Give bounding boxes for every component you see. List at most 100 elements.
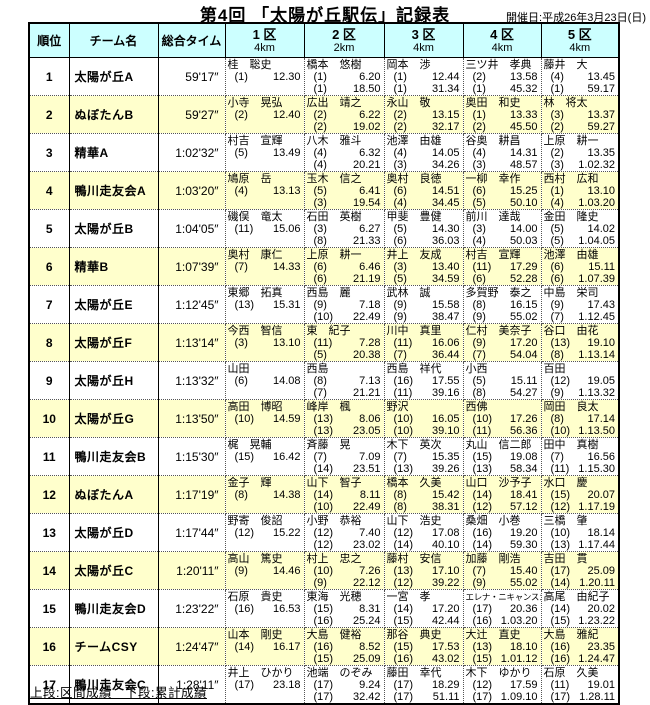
split-row: (9) 22.12 (305, 577, 383, 589)
table-row: 14 太陽が丘C 1:20'11″ 高山 篤史 (9) 14.46 村上 忠之 (10) 7.2… (28, 551, 620, 590)
split-rank: (6) (393, 185, 407, 197)
leg-cell-5: 金田 隆史 (5) 14.02 (5) 1.04.05 (540, 209, 620, 248)
split-rank: (14) (313, 489, 334, 501)
split-time: 17.20 (509, 337, 538, 349)
rank-cell: 9 (28, 361, 70, 400)
runner-name: 小西 (465, 363, 488, 375)
team-name-cell: 精華A (68, 133, 159, 172)
split-time: 16.15 (509, 299, 538, 311)
split-rank: (9) (550, 299, 564, 311)
split-rank: (3) (393, 261, 407, 273)
split-rank: (1) (472, 109, 486, 121)
split-row: (17) 23.18 (226, 679, 303, 691)
runner-name: 峰岸 楓 (306, 401, 351, 413)
split-row: (5) 6.41 (305, 185, 383, 197)
split-rank: (4) (550, 197, 564, 209)
leg-label: 2 区 (332, 26, 356, 42)
split-rank: (2) (393, 109, 407, 121)
split-row: (4) 1.03.20 (542, 197, 618, 209)
split-rank: (14) (234, 641, 255, 653)
split-row: (14) 18.41 (464, 489, 540, 501)
split-time: 50.03 (509, 235, 538, 247)
split-row: (1) 13.10 (542, 185, 618, 197)
split-rank: (3) (550, 159, 564, 171)
team-name-cell: チームCSY (68, 627, 159, 666)
runner-name: 奥村 良徳 (386, 173, 442, 185)
runner-name: 那谷 典史 (386, 629, 442, 641)
split-row: (5) 20.38 (305, 349, 383, 361)
runner-name: 広出 靖之 (306, 97, 362, 109)
split-row: (1) 31.34 (385, 83, 462, 95)
split-row: (7) 7.09 (305, 451, 383, 463)
leg-header-2: 2 区 2km (303, 22, 385, 58)
split-rank: (11) (472, 261, 492, 273)
split-time: 40.10 (431, 539, 460, 551)
split-row: (14) 59.30 (464, 539, 540, 551)
split-row: (3) 13.10 (226, 337, 303, 349)
split-rank: (3) (313, 223, 327, 235)
split-rank: (11) (393, 337, 413, 349)
runner-name: 岡本 渉 (386, 59, 431, 71)
team-name-cell: ぬぼたんB (68, 95, 159, 134)
leg-cell-1: 高田 博昭 (10) 14.59 (224, 399, 305, 438)
split-rank: (1) (550, 83, 564, 95)
leg-cell-3: 井上 友成 (3) 13.40 (5) 34.59 (383, 247, 464, 286)
split-row: (4) 14.05 (385, 147, 462, 159)
total-time-cell: 1:07'39″ (157, 247, 226, 286)
split-row: (14) 20.02 (542, 603, 618, 615)
rank-cell: 11 (28, 437, 70, 476)
leg-cell-2: 上原 耕一 (6) 6.46 (6) 21.19 (303, 247, 385, 286)
legend-note: 上段:区間成績 下段:累計成績 (30, 686, 207, 700)
split-rank: (7) (393, 349, 407, 361)
split-row: (10) 7.26 (305, 565, 383, 577)
split-time: 21.33 (352, 235, 381, 247)
split-time: 17.43 (587, 299, 615, 311)
table-row: 12 ぬぼたんA 1:17'19″ 金子 輝 (8) 14.38 山下 智子 (14) 8.11… (28, 475, 620, 514)
leg-cell-4: 一柳 幸作 (6) 15.25 (5) 50.10 (462, 171, 542, 210)
split-row: (7) 15.35 (385, 451, 462, 463)
split-rank: (16) (472, 527, 493, 539)
split-row: (9) 15.58 (385, 299, 462, 311)
leg-cell-1: 石原 貴史 (16) 16.53 (224, 589, 305, 628)
runner-name: 八木 雅斗 (306, 135, 362, 147)
leg-cell-5: 中島 栄司 (9) 17.43 (7) 1.12.45 (540, 285, 620, 324)
split-row: (3) 19.54 (305, 197, 383, 209)
rank-cell: 14 (28, 551, 70, 590)
split-time: 1.23.22 (578, 615, 615, 627)
split-row: (9) 38.47 (385, 311, 462, 323)
split-rank: (13) (234, 299, 255, 311)
split-time: 7.09 (359, 451, 381, 463)
split-rank: (12) (234, 527, 255, 539)
team-name-cell: 太陽が丘H (68, 361, 159, 400)
leg-header-5: 5 区 4km (540, 22, 620, 58)
split-time: 36.44 (431, 349, 460, 361)
runner-name: 金田 隆史 (543, 211, 599, 223)
split-rank: (4) (472, 235, 486, 247)
runner-name: 村吉 宣輝 (465, 249, 521, 261)
split-time: 54.27 (509, 387, 538, 399)
split-rank: (5) (393, 223, 407, 235)
total-time-cell: 1:20'11″ (157, 551, 226, 590)
split-row: (5) 15.11 (464, 375, 540, 387)
runner-name: 前川 達哉 (465, 211, 521, 223)
split-row: (12) 57.12 (464, 501, 540, 513)
split-time: 14.30 (431, 223, 460, 235)
split-rank: (12) (550, 501, 571, 513)
split-row: (3) 14.00 (464, 223, 540, 235)
runner-name: 谷奥 耕昌 (465, 135, 521, 147)
table-row: 1 太陽が丘A 59'17″ 桂 聡史 (1) 12.30 橋本 悠樹 (1) 6.20 (1) 1… (28, 57, 620, 96)
split-time: 42.44 (431, 615, 460, 627)
team-name-cell: 太陽が丘D (68, 513, 159, 552)
split-time: 16.56 (587, 451, 615, 463)
split-rank: (9) (550, 387, 564, 399)
split-row: (17) 18.29 (385, 679, 462, 691)
split-rank: (8) (550, 413, 564, 425)
split-rank: (2) (313, 121, 327, 133)
split-rank: (5) (313, 185, 327, 197)
split-row: (14) 8.11 (305, 489, 383, 501)
table-row: 15 鴨川走友会D 1:23'22″ 石原 貴史 (16) 16.53 東海 光穂 (15) 8… (28, 589, 620, 628)
split-rank: (12) (313, 539, 334, 551)
split-row: (2) 32.17 (385, 121, 462, 133)
split-rank: (2) (234, 109, 248, 121)
split-time: 14.46 (272, 565, 301, 577)
